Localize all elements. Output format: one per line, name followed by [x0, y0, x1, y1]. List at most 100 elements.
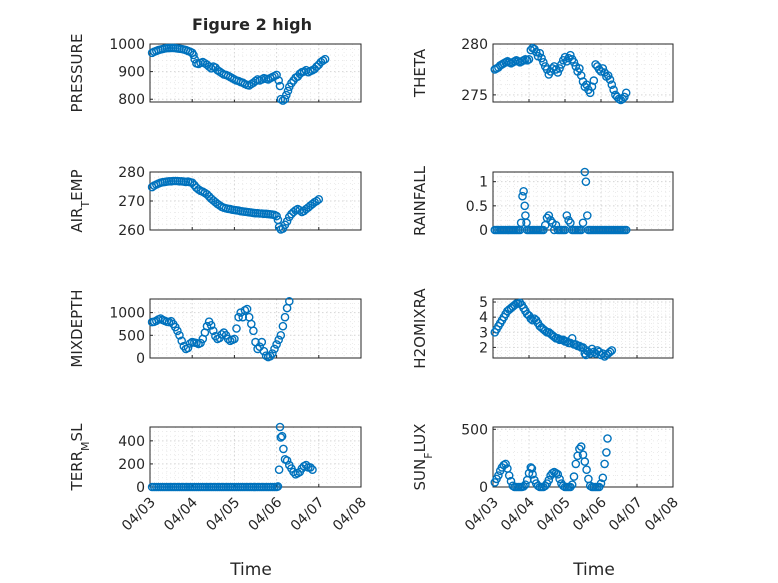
data-point [518, 191, 527, 201]
subplot-pressure: 800 900 1000 PRESSURE [68, 34, 362, 112]
data-point [605, 347, 615, 357]
data-point [531, 47, 541, 57]
series-markers-h2omixra [490, 298, 617, 361]
data-point [521, 480, 530, 490]
y-tick-label: 500 [461, 422, 488, 438]
data-point [204, 62, 214, 71]
y-tick-label: 1000 [109, 37, 145, 53]
data-point [569, 472, 579, 481]
data-point [520, 201, 530, 211]
y-axis-label-rest: EMP [68, 169, 86, 200]
data-point [621, 225, 631, 235]
data-point [607, 346, 617, 355]
data-point [202, 321, 212, 331]
data-point [275, 81, 285, 91]
data-point [279, 444, 288, 454]
data-point [553, 68, 563, 77]
data-point [282, 456, 292, 465]
subplot-theta: 275 280 THETA [411, 37, 674, 105]
data-point [187, 178, 197, 187]
y-axis-label-main: AIR [68, 208, 86, 233]
axes-frame-air_temp [149, 171, 362, 231]
data-point [318, 56, 328, 65]
data-point [272, 211, 281, 221]
data-point [147, 182, 157, 192]
data-point [609, 85, 618, 95]
data-point [544, 475, 554, 485]
subplot-rainfall: 0 0.5 1 RAINFALL [411, 165, 674, 239]
data-point [284, 296, 294, 306]
y-tick-label: 900 [118, 65, 145, 81]
y-tick-label: 0 [479, 223, 488, 239]
x-tick-label: 04/08 [330, 495, 370, 535]
data-point [582, 80, 591, 89]
y-tick-label: 280 [118, 165, 145, 181]
data-point [299, 67, 309, 76]
data-point [580, 167, 590, 177]
x-tick-label: 04/08 [642, 495, 682, 535]
data-point [278, 321, 288, 331]
y-tick-label: 270 [118, 194, 145, 210]
data-point [274, 335, 284, 345]
data-point [578, 218, 588, 228]
y-axis-label-rest: LUX [411, 424, 429, 453]
x-tick-label: 04/03 [462, 495, 502, 535]
data-point [236, 308, 245, 317]
series-markers-mixdepth [147, 296, 294, 362]
data-point [548, 468, 557, 478]
data-point [280, 312, 290, 322]
data-point [234, 312, 243, 322]
subplot-mixdepth: 0 500 1000 MIXDEPTH [68, 289, 362, 368]
data-point [528, 469, 537, 479]
data-point [603, 71, 613, 80]
y-tick-label: 0.5 [466, 199, 488, 215]
y-axis-label-sun_flux: SUNFLUX [411, 424, 435, 491]
subplot-air_temp: 260 270 280 AIRTEMP [68, 165, 362, 239]
y-tick-label: 400 [118, 434, 145, 450]
data-point [276, 94, 286, 104]
data-point [598, 473, 608, 483]
x-tick-label: 04/06 [246, 494, 286, 534]
data-point [249, 326, 258, 336]
axes-frame-mixdepth [149, 298, 362, 359]
data-point [312, 62, 322, 71]
data-point [555, 474, 564, 484]
data-point [194, 185, 203, 194]
y-axis-label-rest: SL [68, 423, 86, 442]
y-tick-label: 800 [118, 92, 145, 108]
data-point [600, 459, 609, 469]
y-axis-label-subscript: F [422, 452, 435, 458]
data-point [274, 465, 284, 475]
data-point [281, 90, 291, 100]
y-tick-label: 0 [479, 480, 488, 496]
series-markers-pressure [147, 43, 330, 105]
y-tick-label: 0 [136, 480, 145, 496]
x-tick-label: 04/07 [606, 495, 646, 535]
data-point [524, 55, 534, 64]
data-point [526, 45, 536, 55]
data-point [526, 314, 536, 324]
y-axis-label-terr_msl: TERRMSL [68, 423, 92, 492]
data-point [196, 338, 205, 348]
series-markers-theta [490, 43, 631, 105]
y-axis-label-h2omixra: H2OMIXRA [411, 288, 429, 369]
data-point [272, 340, 281, 349]
data-point [562, 211, 572, 220]
series-markers-sun_flux [490, 434, 612, 492]
data-point [539, 225, 548, 235]
data-point [272, 70, 281, 80]
data-point [189, 50, 198, 60]
x-tick-label: 04/04 [498, 494, 538, 534]
y-tick-label: 3 [479, 325, 488, 341]
data-point [596, 479, 606, 488]
y-tick-label: 280 [461, 37, 488, 53]
data-point [173, 326, 182, 336]
data-point [270, 344, 279, 354]
x-tick-label: 04/07 [288, 495, 328, 535]
y-axis-label-air_temp: AIRTEMP [68, 169, 92, 232]
data-point [583, 211, 592, 220]
x-axis-label-right: Time [572, 560, 615, 580]
